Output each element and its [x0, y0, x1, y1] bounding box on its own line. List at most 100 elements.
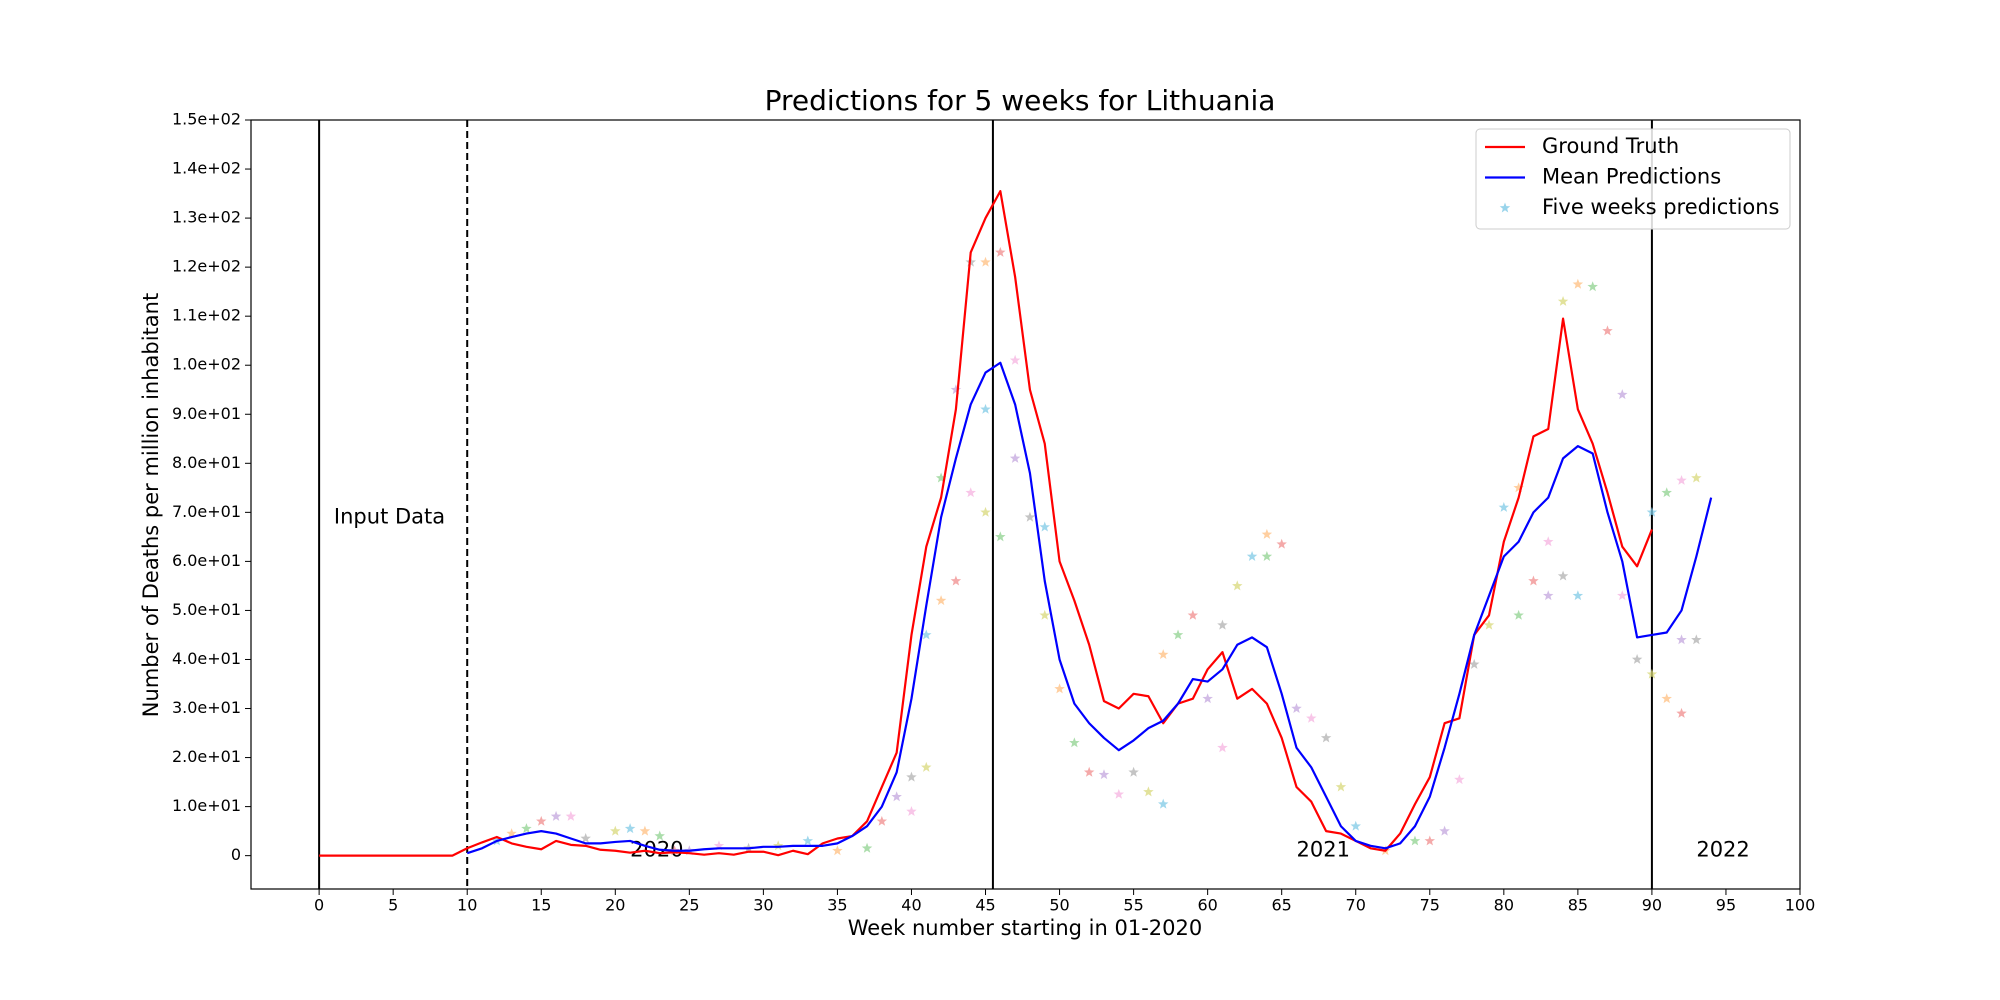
prediction-point [1217, 619, 1228, 630]
x-tick-label: 100 [1785, 896, 1816, 915]
x-tick-label: 0 [314, 896, 324, 915]
y-tick-label: 4.0e+01 [172, 649, 241, 668]
y-tick-label: 6.0e+01 [172, 551, 241, 570]
prediction-point [521, 823, 532, 834]
prediction-point [1291, 703, 1302, 713]
y-tick-label: 1.2e+02 [172, 257, 241, 276]
prediction-point [1350, 820, 1361, 831]
prediction-point [1054, 683, 1065, 694]
prediction-point [1232, 580, 1243, 591]
x-tick-label: 50 [1049, 896, 1069, 915]
x-tick-label: 55 [1123, 896, 1143, 915]
x-tick-label: 70 [1346, 896, 1366, 915]
prediction-point [1009, 354, 1021, 365]
prediction-point [1172, 629, 1184, 640]
y-tick-label: 3.0e+01 [172, 698, 241, 717]
x-tick-label: 5 [388, 896, 398, 915]
prediction-point [1113, 788, 1125, 799]
prediction-point [1083, 766, 1095, 777]
prediction-point [624, 823, 636, 834]
y-tick-label: 1.1e+02 [172, 306, 241, 325]
y-tick-label: 5.0e+01 [172, 600, 241, 619]
prediction-point [639, 825, 651, 836]
prediction-point [1528, 575, 1539, 586]
x-axis-label: Week number starting in 01-2020 [848, 916, 1202, 940]
prediction-point [1483, 619, 1495, 630]
prediction-point [950, 384, 962, 395]
x-tick-label: 90 [1642, 896, 1662, 915]
prediction-point [950, 575, 962, 586]
annotation: 2021 [1297, 838, 1350, 862]
x-tick-label: 35 [827, 896, 847, 915]
x-tick-label: 85 [1568, 896, 1588, 915]
prediction-point [1513, 609, 1524, 620]
prediction-point [654, 830, 665, 841]
y-tick-label: 1.0e+01 [172, 796, 241, 815]
annotation: 2022 [1696, 838, 1749, 862]
x-tick-label: 30 [753, 896, 773, 915]
prediction-point [832, 845, 843, 856]
legend-label: Ground Truth [1542, 134, 1679, 158]
annotation: Input Data [334, 504, 445, 528]
legend-marker [1499, 202, 1511, 213]
prediction-point [1128, 766, 1139, 777]
x-tick-label: 10 [457, 896, 477, 915]
legend-label: Mean Predictions [1542, 165, 1721, 189]
prediction-point [1409, 835, 1421, 846]
y-tick-label: 2.0e+01 [172, 747, 241, 766]
y-tick-label: 1.4e+02 [172, 159, 241, 178]
prediction-point [802, 835, 814, 846]
prediction-point [995, 246, 1006, 257]
prediction-point [1009, 452, 1021, 463]
prediction-point [1320, 732, 1332, 743]
line-series [319, 190, 1653, 857]
x-tick-label: 15 [531, 896, 551, 915]
prediction-point [1676, 634, 1687, 645]
prediction-point [1691, 634, 1702, 645]
prediction-point [1543, 536, 1554, 547]
prediction-point [1335, 781, 1347, 792]
prediction-point [1468, 658, 1480, 669]
prediction-point [921, 761, 932, 772]
prediction-point [861, 842, 873, 853]
prediction-point [1276, 538, 1287, 549]
prediction-point [1676, 707, 1687, 718]
prediction-point [995, 531, 1006, 542]
prediction-point [980, 506, 991, 517]
prediction-point [610, 825, 621, 836]
prediction-point [506, 828, 517, 839]
prediction-point [906, 771, 917, 782]
chart-title: Predictions for 5 weeks for Lithuania [765, 84, 1276, 117]
plot-frame [250, 119, 1801, 890]
prediction-point [1617, 389, 1628, 400]
prediction-point [1661, 693, 1672, 704]
y-tick-label: 1.0e+02 [172, 355, 241, 374]
prediction-point [876, 815, 888, 826]
prediction-point [891, 791, 902, 802]
prediction-point [1424, 835, 1436, 846]
prediction-point [565, 810, 577, 821]
prediction-point [935, 595, 947, 606]
prediction-point [1261, 528, 1273, 539]
prediction-point [1039, 609, 1050, 620]
prediction-point [1157, 798, 1169, 809]
x-tick-label: 45 [975, 896, 995, 915]
y-axis-label: Number of Deaths per million inhabitant [139, 293, 163, 717]
prediction-point [1646, 506, 1658, 517]
prediction-point [1691, 472, 1702, 483]
x-tick-label: 60 [1197, 896, 1217, 915]
prediction-point [772, 840, 784, 851]
y-tick-label: 7.0e+01 [172, 502, 241, 521]
prediction-point [1202, 693, 1213, 704]
x-tick-label: 80 [1494, 896, 1514, 915]
prediction-point [1617, 590, 1628, 601]
x-tick-label: 65 [1272, 896, 1292, 915]
prediction-point [1572, 590, 1584, 601]
prediction-point [1024, 511, 1036, 522]
prediction-point [906, 806, 917, 816]
prediction-point [1306, 712, 1317, 723]
prediction-point [935, 472, 947, 483]
prediction-point [550, 810, 562, 821]
x-tick-label: 25 [679, 896, 699, 915]
